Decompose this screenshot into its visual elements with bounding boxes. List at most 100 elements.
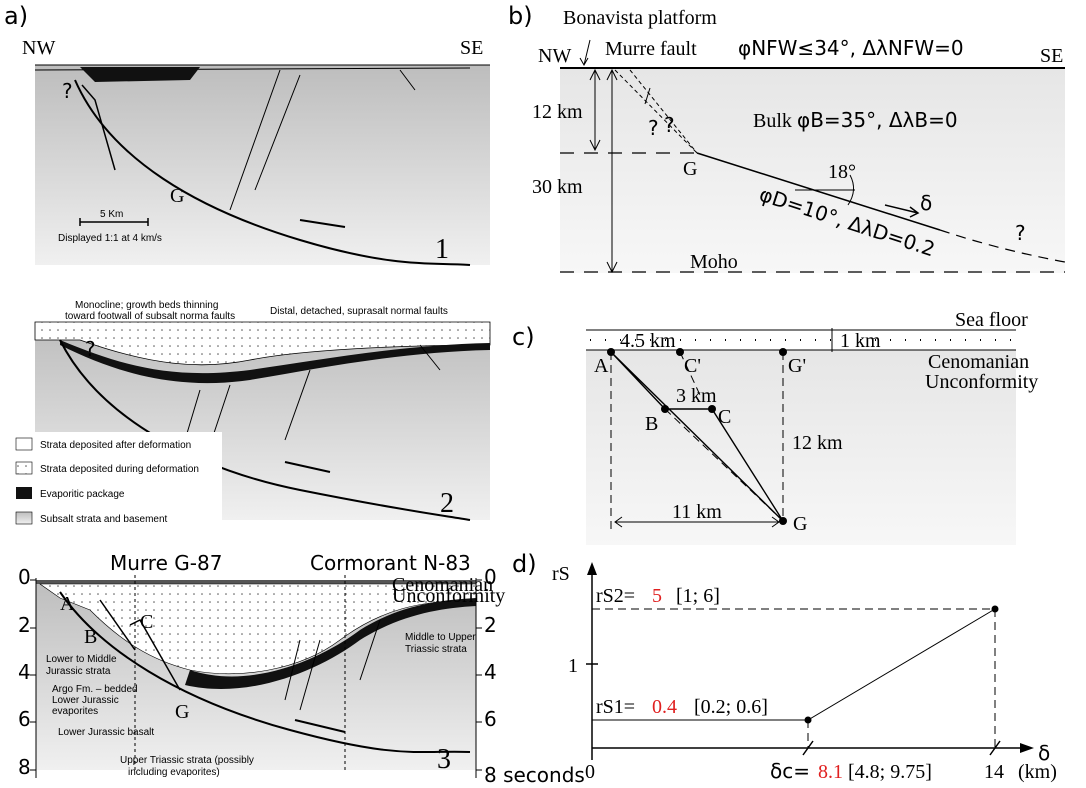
label: Distal, detached, suprasalt normal fault… xyxy=(270,306,448,317)
label: [4.8; 9.75] xyxy=(848,761,932,783)
shape xyxy=(99,599,181,691)
shape xyxy=(661,405,669,413)
label: SE xyxy=(460,37,483,59)
shape xyxy=(802,740,1001,756)
label: Displayed 1:1 at 4 km/s xyxy=(58,233,162,244)
label: Middle to Upper xyxy=(405,632,476,643)
label: A xyxy=(60,593,75,615)
label: Argo Fm. – bedded xyxy=(52,684,138,695)
label: C' xyxy=(684,355,701,377)
label: Bonavista platform xyxy=(563,7,717,29)
shape xyxy=(676,348,684,356)
label: Murre G-87 xyxy=(110,551,222,575)
label: Moho xyxy=(690,251,738,273)
shape xyxy=(804,716,812,724)
label: 12 km xyxy=(792,432,843,454)
label: Evaporitic package xyxy=(40,489,125,500)
label: Sea floor xyxy=(955,309,1028,331)
label: 30 km xyxy=(532,176,583,198)
shape xyxy=(779,517,787,525)
label: 1 xyxy=(568,655,578,677)
label: d) xyxy=(512,550,537,578)
label: Upper Triassic strata (possibly xyxy=(120,755,254,766)
label: 11 km xyxy=(672,501,722,523)
shape xyxy=(81,84,116,171)
label: [1; 6] xyxy=(676,585,720,607)
shape xyxy=(586,350,1016,545)
label: toward footwall of subsalt norma faults xyxy=(65,311,235,322)
label: rS xyxy=(552,563,570,585)
shape xyxy=(15,461,33,475)
shape xyxy=(560,152,1065,273)
shape xyxy=(607,348,787,525)
shape xyxy=(589,68,618,274)
panel-b: b) Bonavista platform NW SE Murre fault … xyxy=(508,2,1066,274)
shape xyxy=(560,68,1065,273)
label: Cormorant N-83 xyxy=(310,551,471,575)
label: Triassic strata xyxy=(405,644,467,655)
label: [0.2; 0.6] xyxy=(694,696,768,718)
label: 0 xyxy=(18,565,31,589)
label: Jurassic strata xyxy=(46,666,111,677)
label: φB=35°, ΔλB=0 xyxy=(797,108,958,132)
label: 6 xyxy=(484,707,497,731)
label: 2 xyxy=(484,613,497,637)
label: Unconformity xyxy=(392,585,505,607)
label: 12 km xyxy=(532,101,583,123)
shape xyxy=(60,340,490,384)
label: ? xyxy=(648,116,659,140)
shape xyxy=(16,487,32,499)
shape xyxy=(804,605,999,724)
label: ? xyxy=(85,337,96,361)
shape xyxy=(59,591,471,754)
label: (km) xyxy=(1018,761,1057,783)
label: 3 xyxy=(437,744,451,775)
label: 2 xyxy=(18,613,31,637)
shape xyxy=(294,719,346,733)
shape xyxy=(614,328,833,528)
label: C xyxy=(718,406,731,428)
shape xyxy=(185,598,476,689)
label: A xyxy=(594,355,609,377)
shape xyxy=(30,578,482,778)
label: Subsalt strata and basement xyxy=(40,514,168,525)
label: Lower Jurassic xyxy=(52,695,119,706)
label: δc= xyxy=(770,759,810,783)
label: 6 xyxy=(18,707,31,731)
label: NW xyxy=(538,45,571,67)
panel-d: d) rS rS2= 5 [1; 6] 1 rS1= 0.4 [0.2; 0.6… xyxy=(512,550,1057,783)
label: Monocline; growth beds thinning xyxy=(75,300,218,311)
label: Unconformity xyxy=(925,371,1038,393)
label: B xyxy=(84,626,97,648)
label: δ xyxy=(1038,741,1050,765)
shape xyxy=(299,219,346,228)
shape xyxy=(586,329,1016,351)
label: G xyxy=(175,701,189,723)
label: Murre fault xyxy=(605,38,697,60)
label: ? xyxy=(664,113,675,137)
label: SE xyxy=(1040,45,1063,67)
shape xyxy=(35,65,490,265)
label: 4.5 km xyxy=(620,330,676,352)
shape xyxy=(607,348,615,356)
label: 4 xyxy=(484,660,497,684)
label: δ xyxy=(920,191,932,215)
shape xyxy=(59,339,471,521)
label: 1 km xyxy=(840,330,881,352)
shape xyxy=(80,67,200,82)
label: 4 xyxy=(18,660,31,684)
label: a) xyxy=(4,2,28,30)
label: b) xyxy=(508,2,533,30)
label: G xyxy=(683,158,697,180)
label: 0.4 xyxy=(652,696,677,718)
label: Strata deposited after deformation xyxy=(40,440,191,451)
label: 1 xyxy=(435,234,449,265)
label: 0 xyxy=(484,565,497,589)
label: Cenomanian xyxy=(392,574,493,596)
shape xyxy=(579,39,651,105)
shape xyxy=(184,344,441,446)
shape xyxy=(134,575,346,770)
shape xyxy=(708,405,716,413)
label: NW xyxy=(22,37,55,59)
